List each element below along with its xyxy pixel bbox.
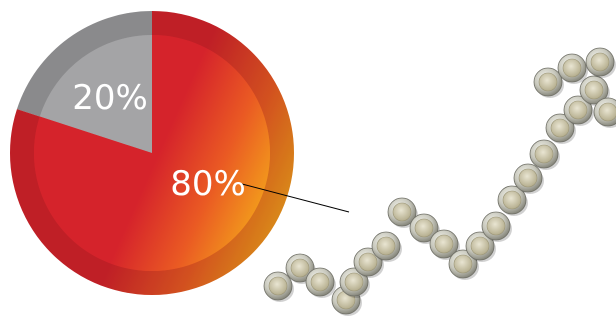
coin-icon bbox=[497, 185, 528, 216]
coin-icon bbox=[529, 139, 560, 170]
coin-icon bbox=[448, 249, 479, 280]
coin-icon bbox=[387, 197, 418, 228]
coin-icon bbox=[533, 67, 564, 98]
pointer-line bbox=[241, 183, 350, 213]
coin-icon bbox=[305, 267, 336, 298]
coin-icon bbox=[339, 267, 370, 298]
coin-icon bbox=[545, 113, 576, 144]
coin-icon bbox=[465, 231, 496, 262]
pie-rim bbox=[10, 11, 294, 295]
coin-icon bbox=[563, 95, 594, 126]
coin-icon bbox=[513, 163, 544, 194]
coin-icon bbox=[585, 47, 616, 78]
coin-icon bbox=[481, 211, 512, 242]
slice-label-20: 20% bbox=[72, 78, 148, 118]
coin-icon bbox=[593, 97, 616, 128]
coin-icon bbox=[371, 231, 402, 262]
pie-slice-80 bbox=[34, 35, 270, 271]
pie-group bbox=[9, 11, 294, 295]
coin-icon bbox=[557, 53, 588, 84]
coin-icon bbox=[263, 271, 294, 302]
slice-label-80: 80% bbox=[170, 164, 246, 204]
coins-rising-arrow-icon bbox=[263, 47, 616, 316]
coin-icon bbox=[429, 229, 460, 260]
pie-slice-20 bbox=[39, 35, 152, 153]
coin-icon bbox=[579, 75, 610, 106]
coin-icon bbox=[353, 247, 384, 278]
